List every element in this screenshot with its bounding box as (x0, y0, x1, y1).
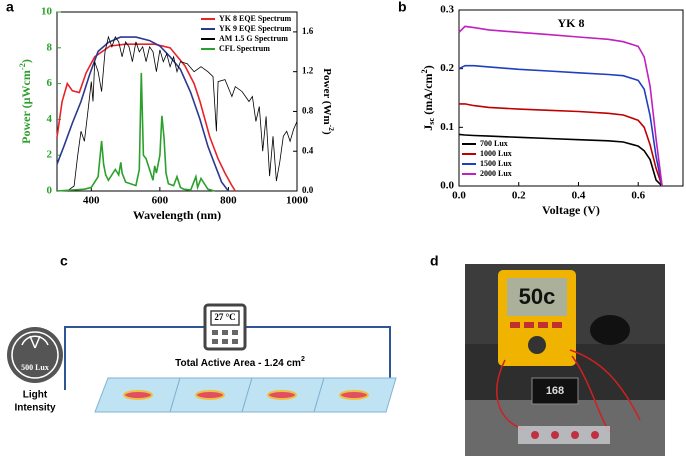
label-part: sc (427, 117, 436, 124)
cell (267, 390, 297, 400)
label-part: (mA/cm (421, 73, 435, 117)
x-tick-label: 0.2 (512, 190, 526, 202)
y-tick-label: 0.3 (440, 4, 454, 16)
series-line (458, 64, 663, 187)
series-line (458, 133, 663, 187)
panel-label: d (430, 253, 439, 269)
series-line (56, 43, 236, 192)
label-part: Power (µWcm (19, 70, 33, 144)
legend-label: 1000 Lux (480, 149, 512, 158)
x-tick-label: 0.4 (572, 190, 586, 202)
series-line (56, 72, 215, 192)
y2-tick-label: 1.6 (302, 26, 314, 36)
label-part: ) (19, 59, 33, 63)
y-tick-label: 10 (41, 6, 53, 18)
y2-tick-label: 1.2 (302, 66, 314, 76)
x-tick-label: 800 (220, 195, 237, 207)
device-cells (531, 431, 599, 439)
legend-label: 700 Lux (480, 139, 508, 148)
multimeter-display (507, 278, 567, 316)
area-text: Total Active Area - 1.24 cm (175, 358, 301, 369)
light-label: Intensity (14, 403, 56, 414)
annotation: YK 8 (558, 16, 585, 30)
cell (123, 390, 153, 400)
panel-label: b (398, 0, 407, 15)
cell (195, 390, 225, 400)
lux-value: 500 Lux (21, 363, 49, 372)
y-tick-label: 0.0 (440, 180, 454, 192)
y-tick-label: 0.2 (440, 62, 454, 74)
lux-needle (21, 335, 49, 349)
legend-label: YK 9 EQE Spectrum (219, 24, 292, 33)
area-label: Total Active Area - 1.24 cm2 (175, 356, 305, 369)
legend-label: 1500 Lux (480, 159, 512, 168)
axis-label: Jsc (mA/cm2) (420, 65, 436, 131)
label-part: J (421, 125, 435, 131)
x-tick-label: 600 (152, 195, 169, 207)
y-tick-label: 0 (47, 185, 53, 197)
small-reading: 168 (546, 385, 564, 397)
multimeter-buttons (510, 322, 562, 328)
legend-label: YK 8 EQE Spectrum (219, 14, 292, 23)
legend-label: CFL Spectrum (219, 44, 270, 53)
cell (339, 390, 369, 400)
x-tick-label: 0.0 (452, 190, 466, 202)
label-part: -2 (327, 125, 336, 132)
legend-label: 2000 Lux (480, 169, 512, 178)
area-sup: 2 (301, 356, 305, 363)
y2-tick-label: 0.4 (302, 145, 314, 155)
x-tick-label: 1000 (286, 195, 309, 207)
photo-object (590, 315, 630, 345)
plot-frame (458, 9, 684, 187)
label-part: Power (Wm (321, 68, 333, 124)
x-axis-label: Wavelength (nm) (133, 208, 221, 222)
thermometer-display (210, 310, 240, 326)
panel-label: a (6, 0, 14, 15)
label-part: -2 (18, 63, 27, 70)
slides (94, 377, 397, 413)
label-part: ) (421, 65, 435, 69)
lux-gauge (7, 327, 63, 383)
axis-label: Power (Wm-2) (321, 68, 336, 135)
series-line (458, 25, 663, 187)
axis-label: Power (µWcm-2) (18, 59, 33, 144)
device (518, 426, 610, 444)
label-part: 2 (420, 69, 429, 73)
series-line (57, 35, 298, 192)
series-line (56, 36, 230, 192)
series-line (459, 103, 663, 187)
meter-reading: 50c (519, 284, 556, 309)
lux-gauge-ring (11, 331, 59, 379)
x-tick-label: 0.6 (631, 190, 645, 202)
small-display (531, 377, 579, 405)
x-tick-label: 400 (83, 195, 100, 207)
y-tick-label: 6 (47, 77, 53, 89)
temperature: 27 °C (214, 312, 235, 322)
y-tick-label: 8 (47, 41, 53, 53)
y-tick-label: 2 (47, 149, 53, 161)
label-part: ) (321, 131, 333, 135)
y2-tick-label: 0.0 (302, 185, 314, 195)
panel-label: c (60, 253, 68, 269)
thermometer-keys (212, 330, 238, 344)
y-tick-label: 0.1 (440, 121, 454, 133)
multimeter-dial (528, 336, 546, 354)
y2-tick-label: 0.8 (302, 106, 314, 116)
legend-label: AM 1.5 G Spectrum (219, 34, 288, 43)
plot-frame (56, 11, 298, 192)
y-tick-label: 4 (47, 113, 53, 125)
x-axis-label: Voltage (V) (542, 203, 600, 217)
light-label: Light (23, 390, 48, 401)
